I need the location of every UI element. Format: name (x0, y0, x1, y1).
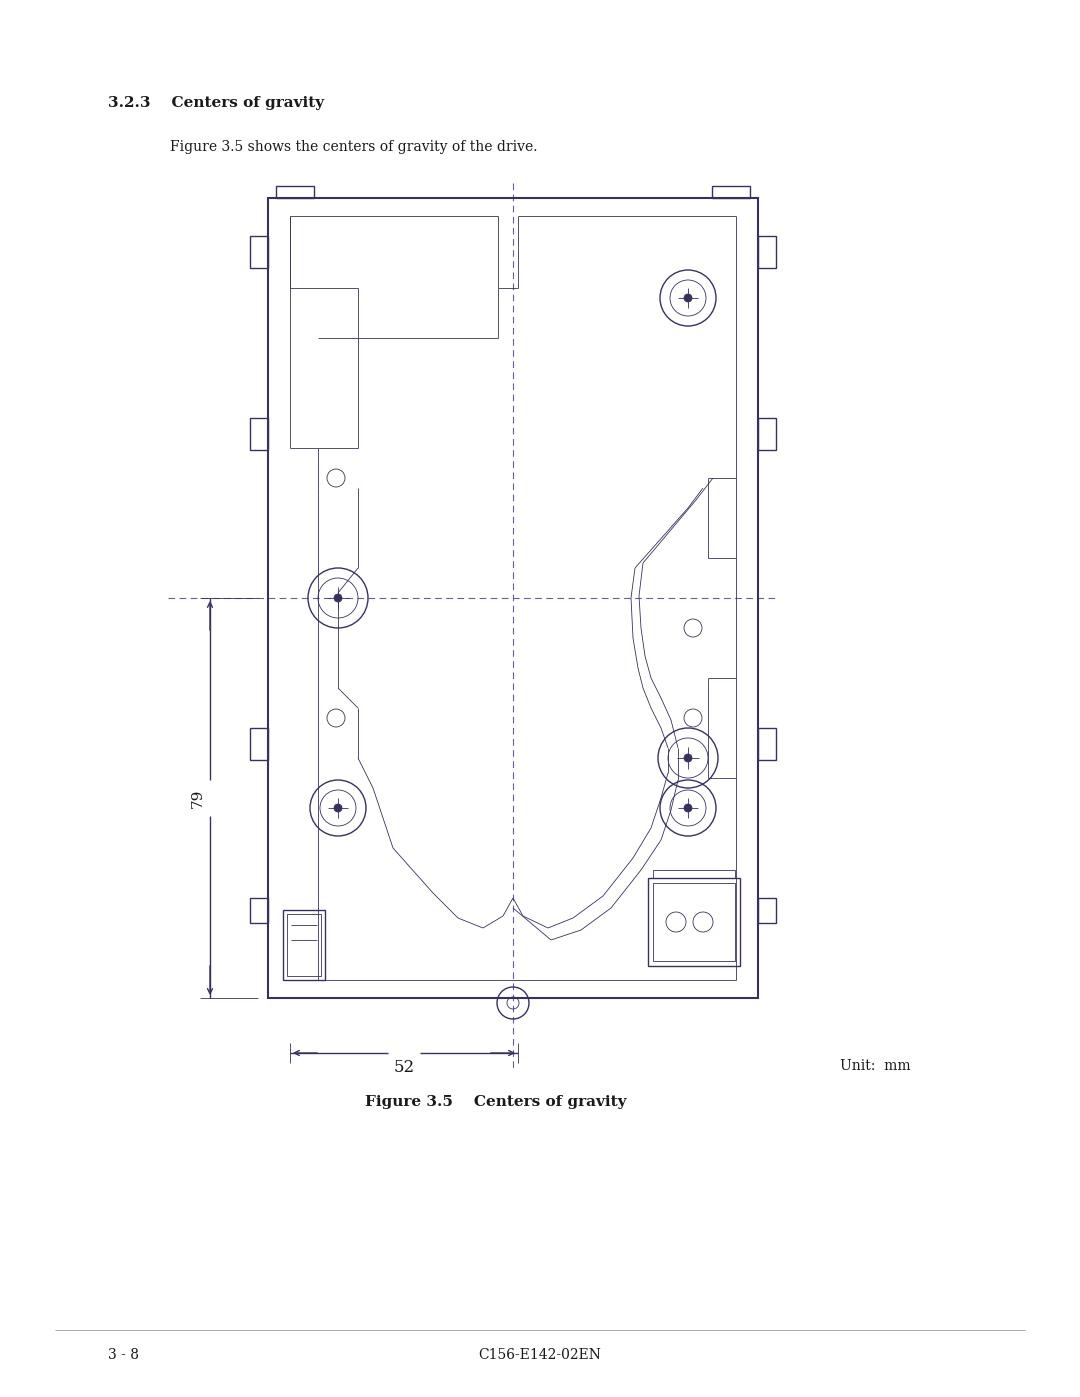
Bar (653, 883, 735, 961)
Text: C156-E142-02EN: C156-E142-02EN (478, 1348, 602, 1362)
Bar (648, 877, 740, 965)
Circle shape (684, 805, 692, 812)
Text: Figure 3.5 shows the centers of gravity of the drive.: Figure 3.5 shows the centers of gravity … (170, 140, 538, 154)
Text: Unit:  mm: Unit: mm (840, 1059, 910, 1073)
Circle shape (684, 754, 692, 761)
Circle shape (684, 293, 692, 302)
Bar (249, 728, 268, 760)
Text: 79: 79 (191, 788, 205, 807)
Circle shape (334, 805, 342, 812)
Bar (268, 198, 758, 997)
Circle shape (334, 594, 342, 602)
Text: Figure 3.5    Centers of gravity: Figure 3.5 Centers of gravity (365, 1095, 626, 1109)
Bar (249, 898, 268, 923)
Text: 3.2.3    Centers of gravity: 3.2.3 Centers of gravity (108, 96, 324, 110)
Bar (758, 418, 777, 450)
Bar (758, 236, 777, 268)
Bar (287, 914, 321, 977)
Text: 3 - 8: 3 - 8 (108, 1348, 139, 1362)
Bar (249, 418, 268, 450)
Bar (758, 898, 777, 923)
Bar (276, 186, 314, 198)
Bar (712, 186, 750, 198)
Text: 52: 52 (393, 1059, 415, 1076)
Bar (758, 728, 777, 760)
Bar (653, 870, 735, 877)
Bar (283, 909, 325, 981)
Bar (249, 236, 268, 268)
